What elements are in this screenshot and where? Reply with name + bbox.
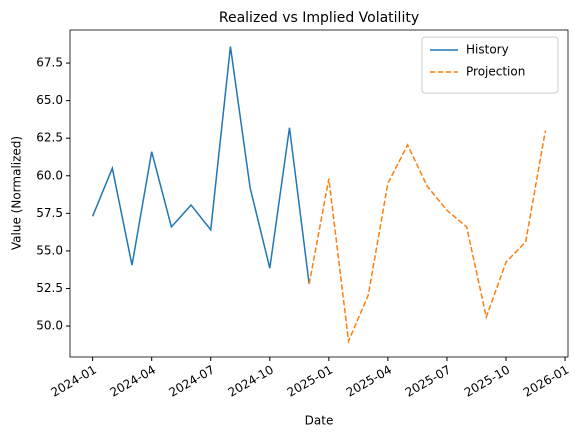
y-axis-label: Value (Normalized) xyxy=(10,136,24,250)
x-tick-label: 2025-07 xyxy=(403,363,453,400)
legend-box xyxy=(421,36,559,94)
x-tick-label: 2024-07 xyxy=(167,363,217,400)
x-tick-label: 2024-01 xyxy=(48,363,98,400)
series-line xyxy=(91,46,310,285)
plot-area xyxy=(69,29,569,358)
legend: History Projection xyxy=(421,36,559,94)
y-tick-label: 62.5 xyxy=(36,131,63,145)
x-tick-label: 2024-04 xyxy=(108,363,158,400)
x-axis-label: Date xyxy=(305,414,334,428)
x-tick-label: 2025-04 xyxy=(344,363,394,400)
y-tick-label: 60.0 xyxy=(36,168,63,182)
x-tick-label: 2024-10 xyxy=(226,363,276,400)
y-tick-label: 52.5 xyxy=(36,281,63,295)
x-tick-label: 2026-01 xyxy=(521,363,571,400)
legend-label: Projection xyxy=(466,65,525,79)
y-tick-label: 67.5 xyxy=(36,56,63,70)
series-line xyxy=(308,130,547,344)
chart-title: Realized vs Implied Volatility xyxy=(219,10,419,26)
legend-label: History xyxy=(466,43,509,57)
x-tick-label: 2025-10 xyxy=(462,363,512,400)
x-tick-label: 2025-01 xyxy=(285,363,335,400)
y-tick-label: 65.0 xyxy=(36,93,63,107)
y-tick-label: 50.0 xyxy=(36,319,63,333)
y-tick-label: 55.0 xyxy=(36,243,63,257)
y-tick-label: 57.5 xyxy=(36,206,63,220)
